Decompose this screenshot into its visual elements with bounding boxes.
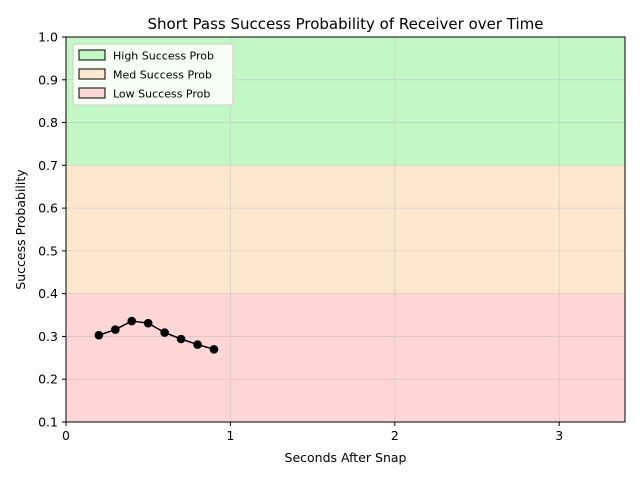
- x-tick-label: 2: [391, 428, 399, 443]
- y-axis-label: Success Probability: [13, 169, 28, 290]
- data-point: [209, 344, 219, 354]
- y-axis: 0.1 0.2 0.3 0.4 0.5 0.6 0.7 0.8 0.9 1.0: [38, 30, 66, 430]
- data-point: [94, 330, 104, 340]
- probability-bands: [66, 37, 625, 422]
- y-tick-label: 0.5: [38, 243, 58, 258]
- plot-frame: [65, 36, 626, 423]
- y-tick-label: 0.7: [38, 158, 58, 173]
- y-tick-label: 0.4: [38, 286, 58, 301]
- legend-swatch-med-success-prob: [78, 68, 106, 80]
- y-tick-label: 0.9: [38, 72, 58, 87]
- legend-swatch-high-success-prob: [78, 49, 106, 61]
- x-axis: 0 1 2 3: [62, 422, 563, 443]
- x-tick-label: 1: [226, 428, 234, 443]
- y-tick-label: 0.2: [38, 372, 58, 387]
- data-point: [143, 318, 153, 328]
- band-med-success-prob: [66, 165, 625, 294]
- data-point: [193, 340, 202, 349]
- legend-entry-high-success-prob: High Success Prob: [113, 50, 214, 63]
- x-tick-label: 3: [555, 428, 563, 443]
- band-low-success-prob: [66, 293, 625, 422]
- data-point: [111, 325, 120, 334]
- y-tick-label: 0.3: [38, 329, 58, 344]
- y-tick-label: 1.0: [38, 30, 58, 45]
- x-tick-label: 0: [62, 428, 70, 443]
- data-point: [176, 334, 186, 344]
- y-tick-label: 0.6: [38, 201, 58, 216]
- data-point: [160, 328, 169, 337]
- legend: High Success Prob Med Success Prob Low Suc…: [72, 43, 234, 106]
- chart-title: Short Pass Success Probability of Receiv…: [147, 15, 543, 33]
- y-tick-label: 0.8: [38, 115, 58, 130]
- legend-box: [72, 43, 234, 106]
- data-point: [127, 316, 137, 326]
- legend-swatch-low-success-prob: [78, 87, 106, 99]
- legend-entry-low-success-prob: Low Success Prob: [113, 88, 210, 101]
- y-tick-label: 0.1: [38, 415, 58, 430]
- x-axis-label: Seconds After Snap: [285, 450, 407, 465]
- series-layer: [94, 316, 219, 354]
- legend-entry-med-success-prob: Med Success Prob: [113, 69, 212, 82]
